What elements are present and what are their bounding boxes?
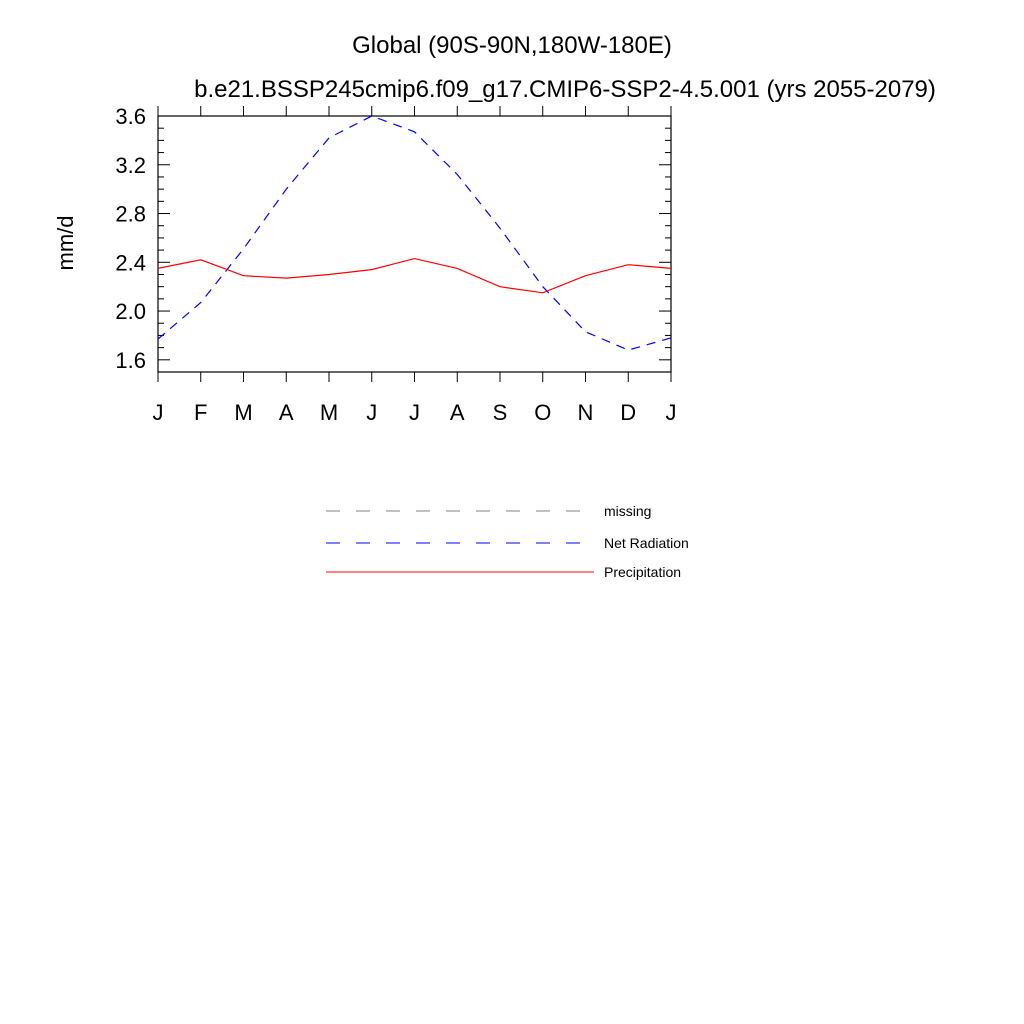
x-tick-label: J: [153, 400, 164, 425]
plot-area: 1.6 2.0 2.4 2.8 3.2 3.6 J F M A M J J A S O N D J: [115, 104, 676, 425]
y-tick-label: 3.6: [115, 104, 146, 129]
y-tick-label: 2.0: [115, 299, 146, 324]
x-tick-label: M: [234, 400, 252, 425]
x-tick-label: S: [493, 400, 508, 425]
series-line-1: [157, 115, 672, 351]
x-tick-label: D: [620, 400, 636, 425]
x-tick-label: F: [194, 400, 207, 425]
legend: missing Net Radiation Precipitation: [326, 503, 689, 580]
x-tick-label: O: [534, 400, 551, 425]
chart-title: Global (90S-90N,180W-180E): [352, 32, 672, 59]
x-tick-label: M: [320, 400, 338, 425]
x-tick-label: J: [666, 400, 677, 425]
y-axis-label: mm/d: [53, 216, 78, 271]
y-tick-label: 3.2: [115, 153, 146, 178]
plot-frame: [157, 115, 672, 373]
legend-label: Precipitation: [604, 564, 681, 580]
x-tick-label: A: [279, 400, 294, 425]
x-tick-label: A: [450, 400, 465, 425]
legend-label: Net Radiation: [604, 535, 689, 551]
chart-subtitle: b.e21.BSSP245cmip6.f09_g17.CMIP6-SSP2-4.…: [194, 76, 936, 103]
y-tick-label: 2.4: [115, 250, 146, 275]
y-tick-label: 2.8: [115, 202, 146, 227]
series-line-2: [157, 257, 672, 294]
legend-label: missing: [604, 503, 651, 519]
x-tick-label: J: [366, 400, 377, 425]
x-tick-label: J: [409, 400, 420, 425]
x-tick-label: N: [578, 400, 594, 425]
y-tick-label: 1.6: [115, 348, 146, 373]
